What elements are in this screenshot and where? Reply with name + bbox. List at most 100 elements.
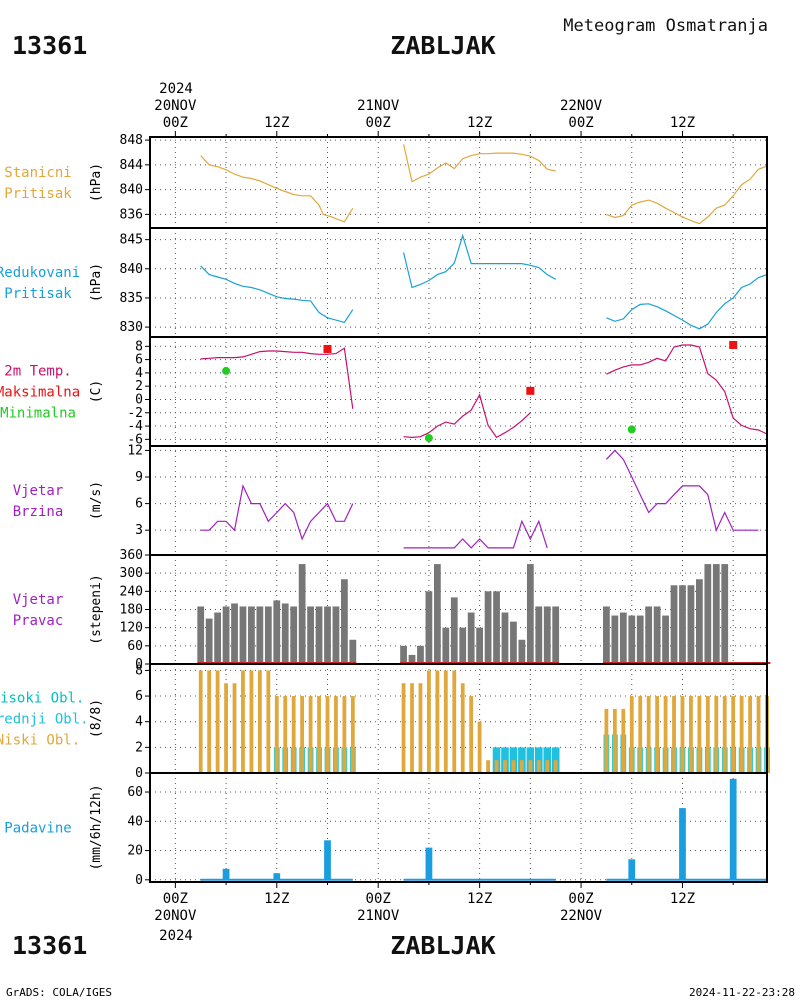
cloud-low-bar [612, 708, 617, 773]
cloud-low-bar [342, 696, 347, 773]
chart-title: Meteogram Osmatranja [563, 16, 768, 36]
time-label-top: 12Z [670, 115, 695, 131]
direction-bar [510, 621, 517, 664]
direction-bar [704, 564, 712, 664]
y-tick-label: 6 [135, 497, 143, 512]
footer-timestamp: 2024-11-22-23:28 [689, 986, 795, 999]
time-label-bottom: 12Z [467, 891, 492, 907]
panel-label: Pritisak [4, 186, 72, 202]
cloud-low-bar [503, 760, 507, 773]
direction-bar [712, 564, 720, 664]
cloud-low-bar [401, 683, 406, 773]
panel-label: Pravac [13, 613, 64, 629]
time-label-bottom: 12Z [670, 891, 695, 907]
precip-bar [222, 868, 230, 880]
cloud-low-bar [334, 696, 338, 773]
date-label-bottom: 22NOV [560, 908, 603, 924]
panel-label: Stanicni [4, 165, 71, 181]
cloud-low-bar [604, 708, 609, 773]
cloud-low-bar [536, 760, 541, 773]
direction-bar [543, 606, 551, 664]
y-tick-label: 840 [120, 262, 143, 277]
y-tick-label: -4 [127, 419, 143, 434]
time-label-top: 12Z [264, 115, 289, 131]
min-temp-marker [222, 366, 231, 375]
min-temp-marker [627, 425, 636, 434]
direction-bar [231, 603, 238, 664]
cloud-low-bar [215, 670, 220, 773]
direction-bar [332, 606, 340, 664]
y-tick-label: 836 [120, 207, 143, 222]
direction-bar [679, 585, 686, 664]
panel-label: Padavine [4, 821, 71, 837]
panel-frame [149, 772, 768, 883]
direction-bar [290, 606, 298, 664]
station-name-bottom: ZABLJAK [390, 931, 495, 960]
cloud-low-bar [477, 721, 482, 773]
cloud-low-bar [689, 696, 693, 773]
panel-label: Vjetar [13, 592, 64, 608]
direction-bar [273, 600, 281, 664]
panel-label: Maksimalna [0, 385, 80, 401]
y-axis-label: (C) [89, 380, 104, 403]
y-tick-label: 6 [135, 689, 143, 704]
cloud-low-bar [452, 670, 457, 773]
cloud-low-bar [257, 670, 262, 773]
start-year-bottom: 2024 [159, 928, 193, 944]
direction-bar [239, 606, 247, 664]
y-tick-label: 240 [120, 584, 143, 599]
cloud-low-bar [198, 670, 203, 773]
cloud-low-bar [350, 696, 355, 773]
time-label-bottom: 12Z [264, 891, 289, 907]
y-tick-label: 2 [135, 379, 143, 394]
max-temp-marker [323, 344, 332, 353]
y-tick-label: 8 [135, 663, 143, 678]
cloud-low-bar [266, 670, 271, 773]
direction-bar [222, 606, 230, 664]
direction-bar [501, 612, 509, 664]
series-line [403, 393, 531, 439]
cloud-low-bar [207, 670, 212, 773]
cloud-low-bar [663, 696, 668, 773]
y-tick-label: 8 [135, 339, 143, 354]
panel-cloudiness: Visoki Obl. Srednji Obl. Niski Obl. (8/8) 0 2… [0, 663, 770, 781]
cloud-low-bar [418, 683, 423, 773]
direction-bar [433, 564, 441, 664]
cloud-low-bar [655, 696, 660, 773]
y-tick-label: 0 [135, 873, 143, 888]
station-id-bottom: 13361 [12, 931, 87, 960]
panel-label: Brzina [13, 504, 64, 520]
direction-bar [662, 615, 669, 664]
cloud-low-bar [722, 696, 727, 773]
time-label-top: 00Z [366, 115, 391, 131]
direction-bar [619, 612, 627, 664]
panel-wind-direction: Vjetar Pravac (stepeni) 0 60 120 180 240 300 360 [13, 548, 771, 672]
date-label-bottom: 21NOV [357, 908, 400, 924]
direction-bar [307, 606, 314, 664]
cloud-low-bar [435, 670, 440, 773]
time-label-top: 12Z [467, 115, 492, 131]
direction-bar [315, 606, 323, 664]
panel-label: 2m Temp. [4, 364, 71, 380]
panel-wind-speed: Vjetar Brzina (m/s) 3 6 9 12 [13, 443, 768, 556]
direction-bar [442, 627, 450, 664]
direction-bar [670, 585, 678, 664]
cloud-low-bar [705, 696, 710, 773]
y-tick-label: 844 [120, 158, 144, 173]
y-tick-label: -2 [127, 406, 143, 421]
direction-bar [721, 564, 729, 664]
cloud-low-bar [291, 696, 296, 773]
cloud-low-bar [443, 670, 448, 773]
cloud-low-bar [427, 670, 431, 773]
direction-bar [696, 579, 703, 664]
direction-bar [603, 606, 610, 664]
direction-bar [205, 618, 213, 664]
panel-label: Visoki Obl. [0, 691, 84, 707]
y-tick-label: 0 [135, 392, 143, 407]
precip-bar [729, 778, 737, 880]
cloud-low-bar [553, 760, 558, 773]
time-label-bottom: 00Z [568, 891, 593, 907]
direction-bar [476, 627, 484, 664]
direction-bar [450, 597, 458, 664]
